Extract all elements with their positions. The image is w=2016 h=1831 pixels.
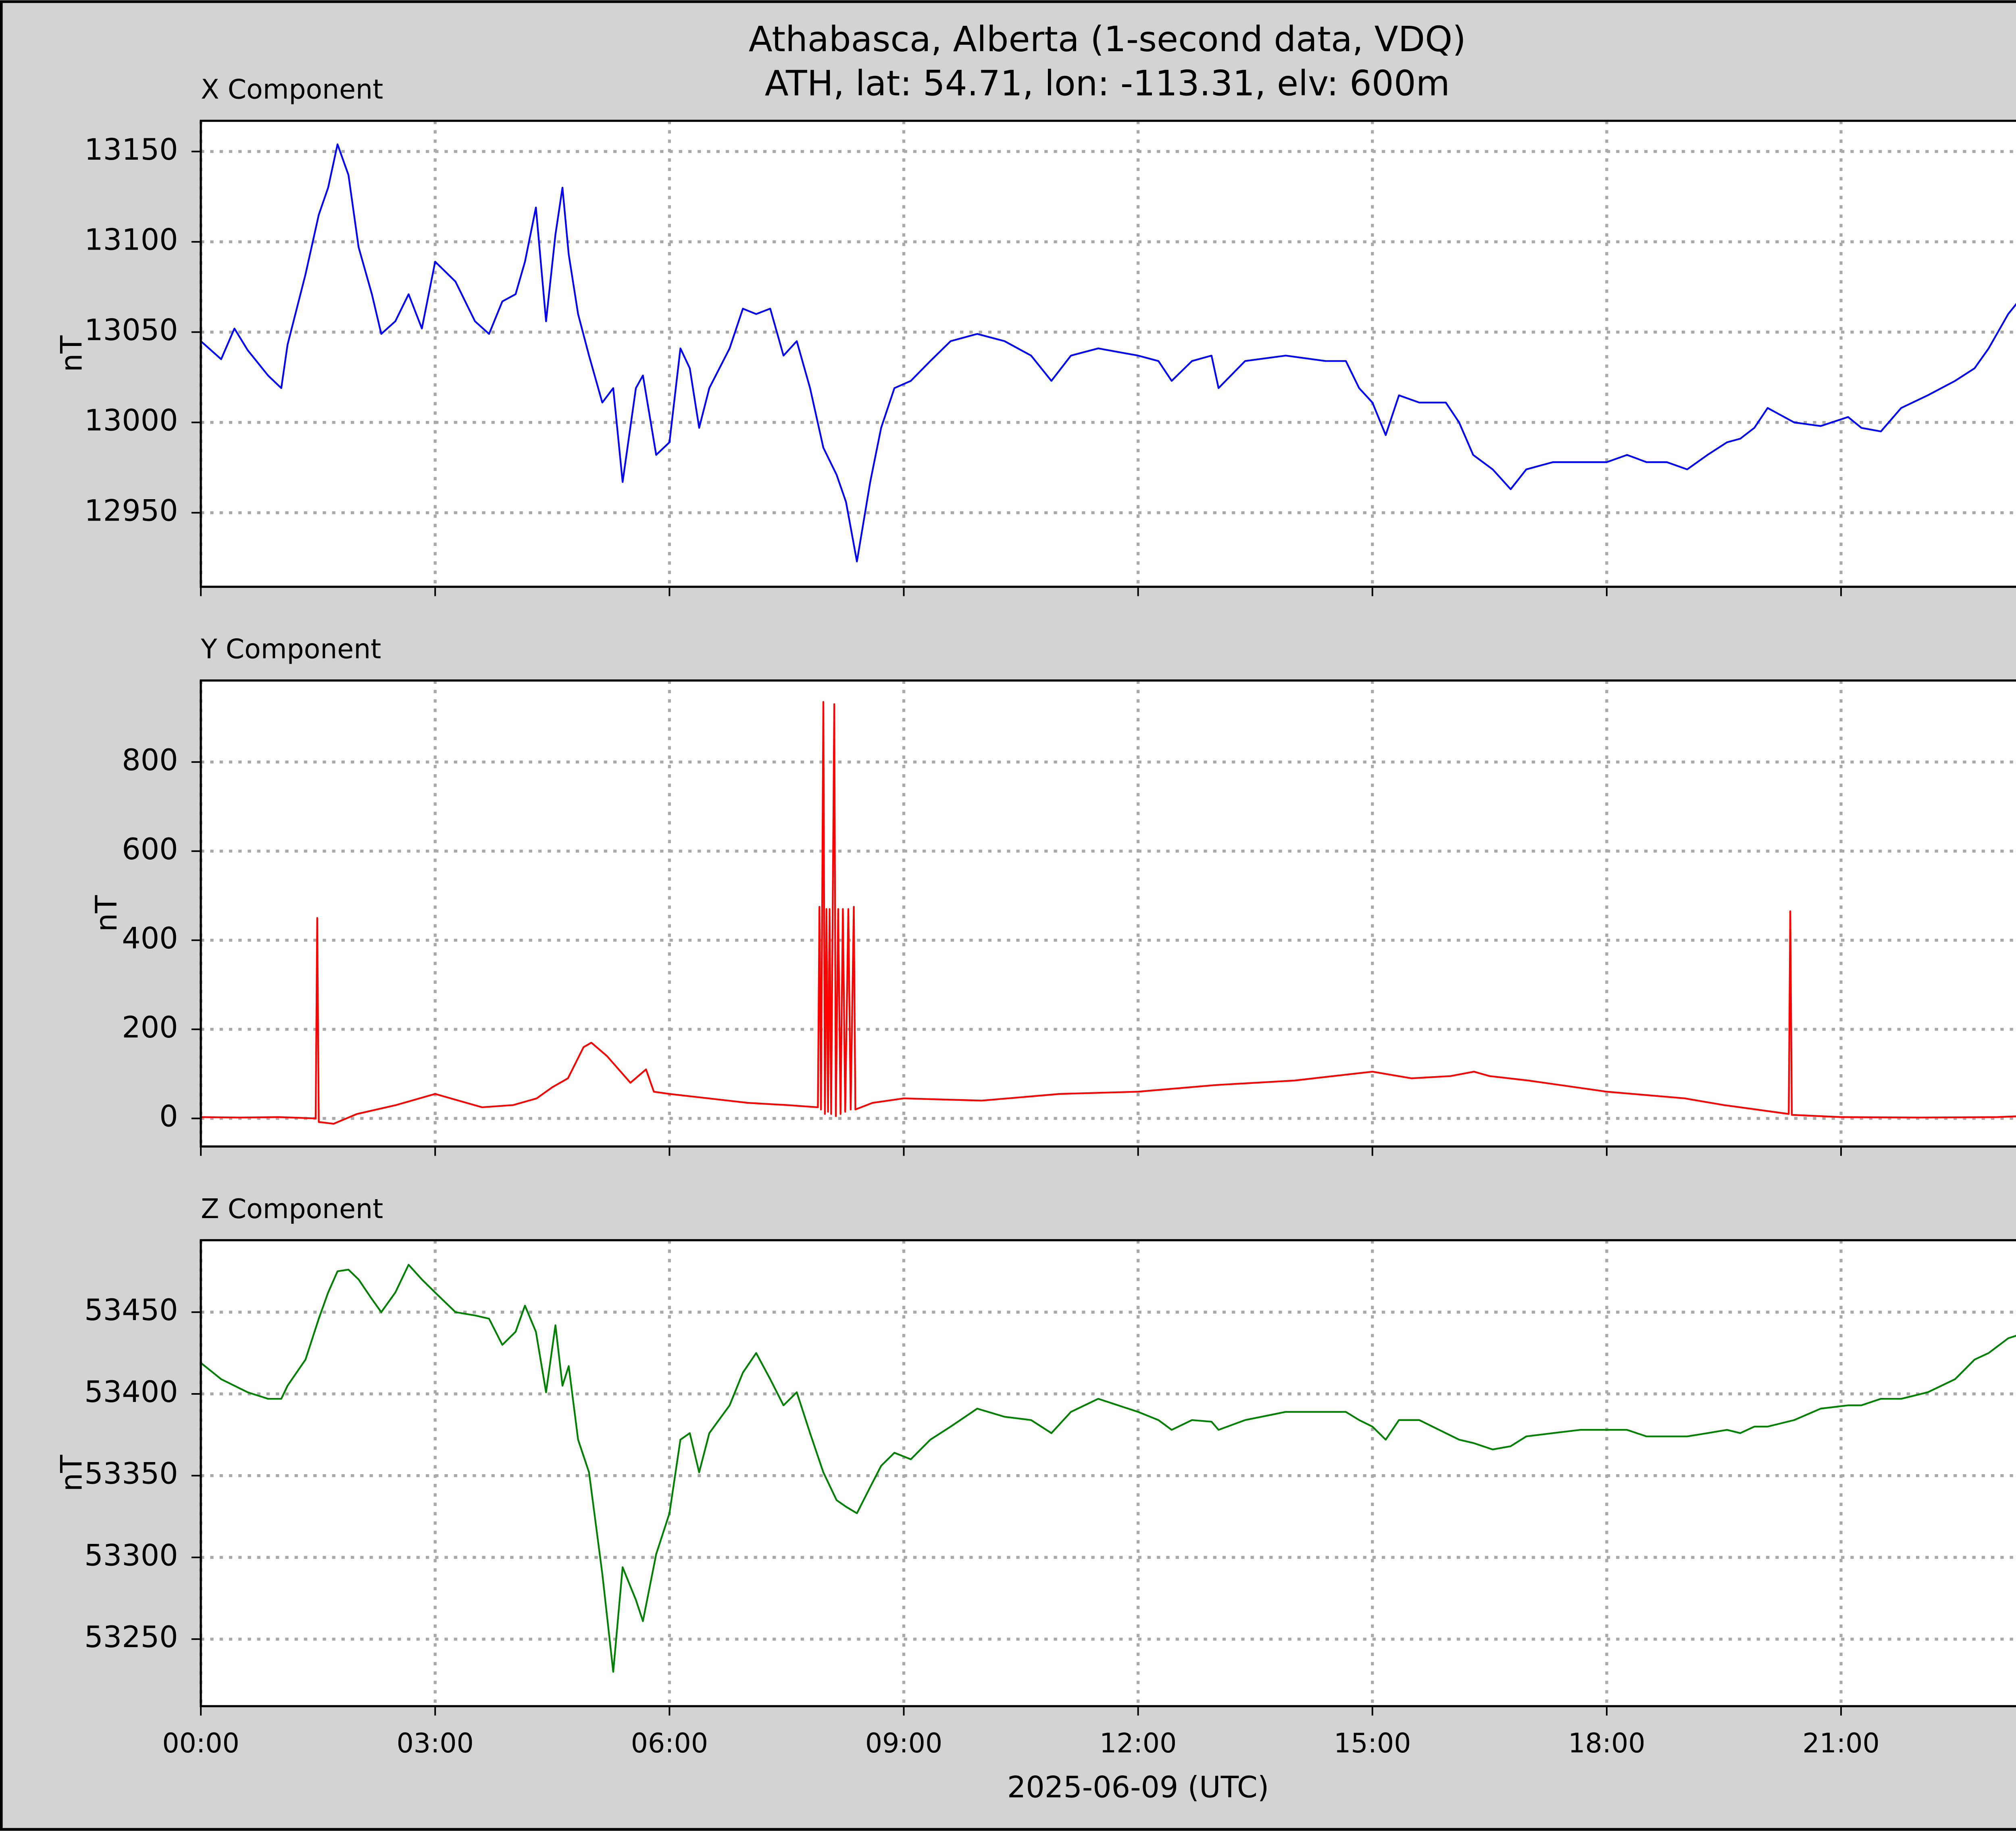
subplot-title: Y Component [200,633,381,665]
y-tick-label: 13150 [84,133,178,167]
y-tick-label: 53250 [84,1620,178,1654]
plot-frame [200,679,2016,1148]
data-line [201,701,2016,1125]
plot-area [201,680,2016,1147]
y-tick-label: 800 [122,743,178,777]
subplot-title: X Component [201,74,383,105]
y-tick-label: 200 [122,1010,178,1045]
x-tick-label: 21:00 [1802,1727,1879,1759]
y-tick-label: 0 [159,1100,178,1134]
x-tick-label: 15:00 [1334,1727,1411,1759]
x-tick-label: 09:00 [865,1727,942,1759]
data-line [201,1264,2016,1673]
x-tick-label: 03:00 [397,1727,474,1759]
y-axis-label: nT [55,335,89,372]
plot-frame [200,1239,2016,1708]
y-tick-label: 400 [122,921,178,956]
subplot-title: Z Component [201,1193,383,1225]
y-tick-label: 13000 [84,404,178,438]
y-tick-label: 13100 [84,223,178,257]
figure-subtitle: ATH, lat: 54.71, lon: -113.31, elv: 600m [765,64,1450,104]
y-tick-label: 53300 [84,1538,178,1573]
y-tick-label: 600 [122,832,178,867]
data-line [201,143,2016,562]
y-tick-label: 13050 [84,313,178,348]
x-tick-label: 18:00 [1568,1727,1645,1759]
x-tick-label: 12:00 [1100,1727,1177,1759]
figure-title: Athabasca, Alberta (1-second data, VDQ) [749,19,1466,60]
plot-area [201,1240,2016,1706]
x-axis-label: 2025-06-09 (UTC) [1007,1770,1269,1804]
x-tick-label: 00:00 [162,1727,239,1759]
y-tick-label: 53400 [84,1375,178,1409]
plot-area [201,121,2016,587]
x-tick-label: 06:00 [631,1727,708,1759]
y-tick-label: 53350 [84,1457,178,1491]
y-tick-label: 12950 [84,494,178,528]
plot-frame [200,119,2016,588]
y-axis-label: nT [55,1455,89,1491]
y-axis-label: nT [90,895,124,932]
y-tick-label: 53450 [84,1293,178,1327]
